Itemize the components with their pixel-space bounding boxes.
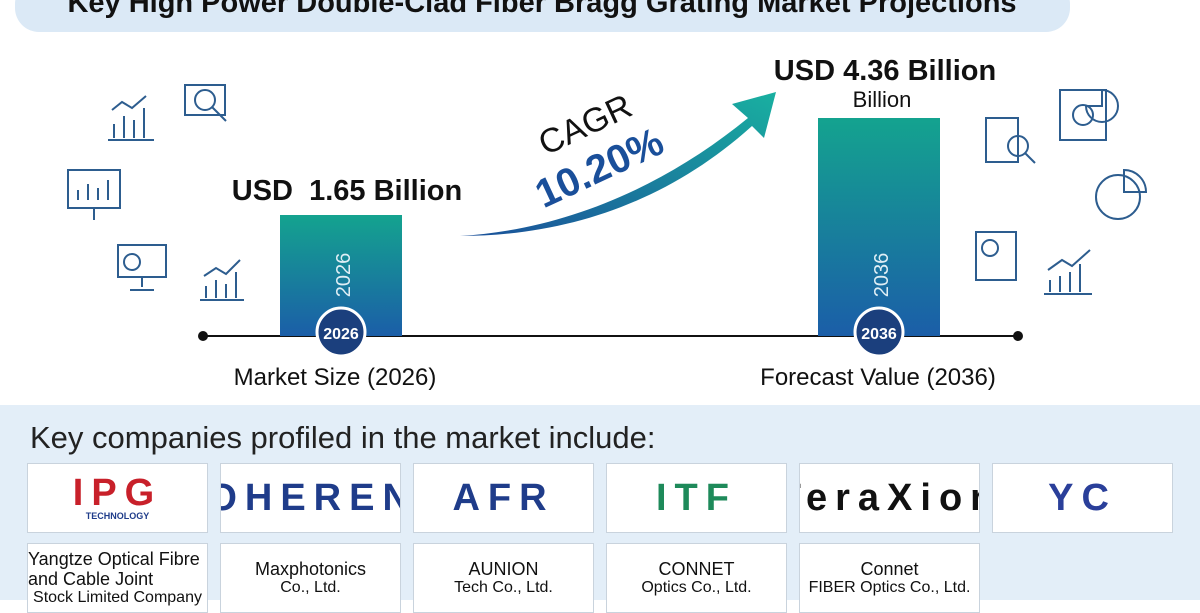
- bar-label: 2036: [871, 253, 893, 298]
- timeline-dot: [198, 331, 208, 341]
- badge-label: 2036: [861, 326, 897, 343]
- company-name: Connet: [860, 559, 919, 579]
- company-logo: AUNION Tech Co., Ltd.: [413, 543, 594, 613]
- timeline-dot: [1013, 331, 1023, 341]
- current-value: USD 1.65 Billion: [232, 175, 462, 207]
- company-name: Yangtze Optical Fibre and Cable Joint: [28, 549, 200, 589]
- company-logo: Maxphotonics Co., Ltd.: [220, 543, 401, 613]
- company-logo: TeraXion: [799, 463, 980, 533]
- company-name: TeraXion: [800, 477, 979, 519]
- company-name: CONNET: [658, 559, 735, 579]
- company-logo: ITF: [606, 463, 787, 533]
- title-banner: [15, 0, 1070, 32]
- bar-2036: [818, 118, 940, 336]
- forecast-value: USD 4.36 Billion: [774, 55, 996, 87]
- forecast-caption: Forecast Value (2036): [760, 364, 996, 391]
- projection-graphic: Key High Power Double-Clad Fiber Bragg G…: [15, 0, 1148, 391]
- company-logo: COHERENT: [220, 463, 401, 533]
- badge: [315, 306, 367, 358]
- company-name: ITF: [656, 477, 737, 519]
- company-name: Maxphotonics: [254, 559, 367, 579]
- company-subtitle: Stock Limited Company: [33, 589, 202, 606]
- title: Key High Power Double-Clad Fiber Bragg G…: [67, 0, 1016, 19]
- company-logo: IPG TECHNOLOGY: [27, 463, 208, 533]
- company-logo: Connet FIBER Optics Co., Ltd.: [799, 543, 980, 613]
- company-subtitle: TECHNOLOGY: [85, 511, 150, 521]
- company-logo: Yangtze Optical Fibre and Cable Joint Sto…: [27, 543, 208, 613]
- companies-heading: Key companies profiled in the market inc…: [30, 420, 656, 455]
- company-name: YC: [1048, 477, 1117, 519]
- company-subtitle: Co., Ltd.: [280, 579, 341, 596]
- forecast-unit: Billion: [853, 87, 912, 112]
- company-name: IPG: [72, 472, 163, 514]
- company-subtitle: FIBER Optics Co., Ltd.: [808, 579, 971, 596]
- growth-arrow: [460, 92, 776, 236]
- company-subtitle: Tech Co., Ltd.: [454, 579, 553, 596]
- company-logo: AFR: [413, 463, 594, 533]
- company-name: COHERENT: [221, 477, 400, 519]
- company-name: AFR: [452, 477, 555, 519]
- companies-section: Key companies profiled in the market inc…: [0, 405, 1200, 613]
- badge-label: 2026: [323, 326, 359, 343]
- company-subtitle: Optics Co., Ltd.: [641, 579, 752, 596]
- current-caption: Market Size (2026): [234, 364, 437, 391]
- badge: [853, 306, 905, 358]
- bar-label: 2026: [333, 253, 355, 298]
- decorative-icons: [67, 84, 1148, 301]
- company-logo: CONNET Optics Co., Ltd.: [606, 543, 787, 613]
- company-logo: YC: [992, 463, 1173, 533]
- company-name: AUNION: [468, 559, 539, 579]
